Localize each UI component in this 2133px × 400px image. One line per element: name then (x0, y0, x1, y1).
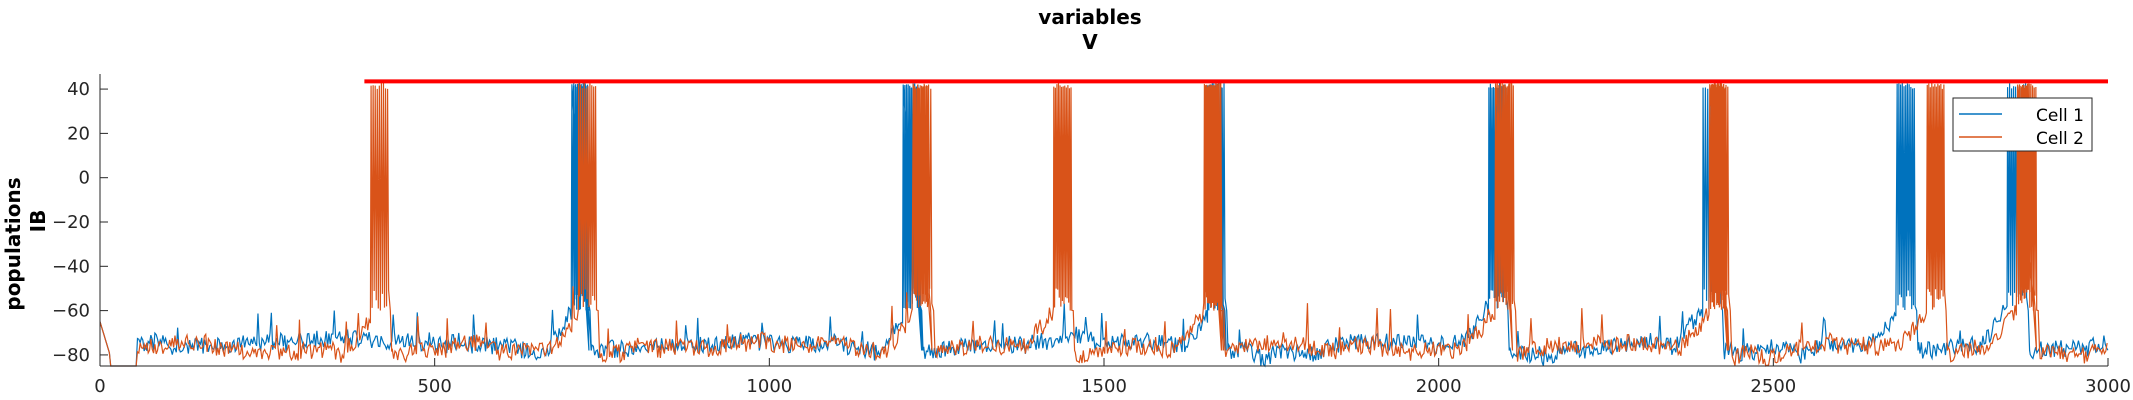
ylabel-line-2: IB (26, 210, 50, 233)
y-tick-label-20: 20 (67, 123, 90, 144)
axes: 0 500 1000 1500 2000 2500 3000 −80 −60 −40 −20 0 20 4… (52, 74, 2131, 397)
series-line-2 (99, 82, 2108, 367)
plot-series (99, 79, 2109, 368)
y-tick-label--60: −60 (52, 301, 90, 322)
legend-label-cell-1: Cell 1 (2036, 106, 2084, 126)
y-tick-label--20: −20 (52, 212, 90, 233)
y-tick-label-0: 0 (79, 168, 90, 189)
x-tick-label-500: 500 (417, 376, 451, 397)
legend-label-cell-2: Cell 2 (2036, 129, 2084, 149)
ylabel-line-1: populations (1, 177, 25, 310)
x-tick-label-1500: 1500 (1081, 376, 1127, 397)
x-tick-label-3000: 3000 (2085, 376, 2131, 397)
x-tick-label-2000: 2000 (1416, 376, 1462, 397)
title-line-1: variables (1038, 5, 1141, 29)
title-line-2: V (1082, 30, 1098, 54)
y-tick-label-40: 40 (67, 79, 90, 100)
series-line-1 (99, 82, 2109, 368)
legend-box (1952, 97, 2093, 152)
x-tick-label-1000: 1000 (746, 376, 792, 397)
y-tick-label--40: −40 (52, 256, 90, 277)
legend: Cell 1 Cell 2 (1952, 97, 2093, 152)
y-tick-label--80: −80 (52, 345, 90, 366)
x-tick-label-0: 0 (94, 376, 105, 397)
x-tick-label-2500: 2500 (1750, 376, 1796, 397)
